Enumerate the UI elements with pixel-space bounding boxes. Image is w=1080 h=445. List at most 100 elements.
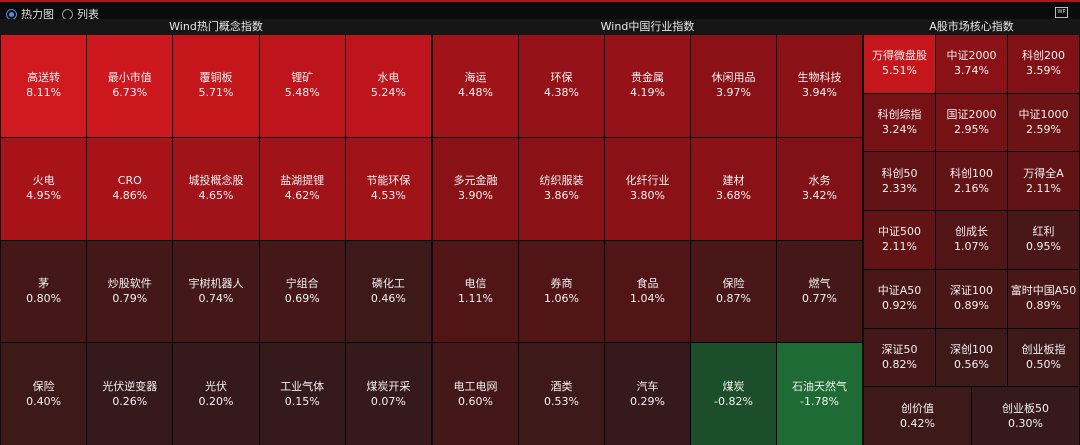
heatmap-tile[interactable]: 光伏 0.20%: [173, 343, 259, 445]
heatmap-tile[interactable]: 深证50 0.82%: [864, 328, 935, 387]
tile-name: 最小市值: [107, 71, 152, 85]
heatmap-tile[interactable]: 富时中国A50 0.89%: [1008, 269, 1079, 328]
heatmap-tile[interactable]: 水电 5.24%: [345, 35, 431, 137]
heatmap-tile[interactable]: 深证100 0.89%: [936, 269, 1007, 328]
heatmap-tile[interactable]: 国证2000 2.95%: [936, 93, 1007, 152]
tile-change-percent: 0.20%: [198, 394, 234, 408]
heatmap-tile[interactable]: 酒类 0.53%: [519, 343, 604, 445]
heatmap-tile[interactable]: 创业板指 0.50%: [1008, 328, 1079, 387]
tile-name: 深创100: [950, 342, 993, 356]
heatmap-tile[interactable]: 券商 1.06%: [519, 240, 604, 343]
heatmap-tile[interactable]: 休闲用品 3.97%: [691, 35, 776, 137]
tile-name: 茅: [38, 276, 50, 290]
tile-change-percent: 0.80%: [26, 291, 62, 305]
heatmap-tile[interactable]: 生物科技 3.94%: [777, 35, 862, 137]
heatmap-tile[interactable]: 中证500 2.11%: [864, 211, 935, 269]
tile-name: 万得微盘股: [872, 49, 927, 63]
heatmap-tile[interactable]: 保险 0.87%: [691, 240, 776, 343]
heatmap-tile[interactable]: 茅 0.80%: [1, 240, 87, 343]
heatmap-tile[interactable]: 光伏逆变器 0.26%: [87, 343, 173, 445]
heatmap-view-radio[interactable]: 热力图: [6, 6, 54, 22]
tile-change-percent: 4.62%: [284, 189, 320, 203]
tile-change-percent: -0.82%: [714, 394, 753, 408]
heatmap-tile[interactable]: 科创综指 3.24%: [864, 93, 935, 152]
heatmap-tile[interactable]: 宁组合 0.69%: [259, 240, 345, 343]
heatmap-tile[interactable]: 电信 1.11%: [433, 240, 518, 343]
tile-name: 水务: [808, 174, 831, 188]
heatmap-tile[interactable]: 建材 3.68%: [691, 137, 776, 240]
wps-export-icon[interactable]: WP: [1055, 7, 1068, 18]
heatmap-tile[interactable]: 电工电网 0.60%: [433, 343, 518, 445]
heatmap-tile[interactable]: 创业板50 0.30%: [972, 387, 1079, 445]
heatmap-grid: 高送转 8.11% 最小市值 6.73% 覆铜板 5.71% 锂矿 5.48% 水电 5.24% 火…: [1, 35, 431, 445]
heatmap-tile[interactable]: 环保 4.38%: [519, 35, 604, 137]
tile-change-percent: 2.33%: [882, 181, 917, 195]
heatmap-tile[interactable]: 水务 3.42%: [777, 137, 862, 240]
tile-name: 创业板50: [1002, 401, 1049, 415]
heatmap-tile[interactable]: 煤炭 -0.82%: [691, 343, 776, 445]
heatmap-tile[interactable]: 食品 1.04%: [605, 240, 690, 343]
heatmap-tile[interactable]: 科创200 3.59%: [1008, 35, 1079, 93]
tile-name: 覆铜板: [199, 71, 233, 85]
hot-concept-index-panel: Wind热门概念指数 高送转 8.11% 最小市值 6.73% 覆铜板 5.71% 锂矿 5.…: [0, 19, 432, 445]
tile-name: 富时中国A50: [1010, 284, 1077, 298]
tile-name: 科创200: [1022, 49, 1065, 63]
tile-change-percent: 8.11%: [26, 86, 62, 100]
tile-name: 宁组合: [285, 276, 319, 290]
heatmap-tile[interactable]: 燃气 0.77%: [777, 240, 862, 343]
heatmap-tile[interactable]: 贵金属 4.19%: [605, 35, 690, 137]
tile-name: 光伏: [204, 379, 227, 393]
heatmap-tile[interactable]: 城投概念股 4.65%: [173, 137, 259, 240]
heatmap-tile[interactable]: 盐湖提锂 4.62%: [259, 137, 345, 240]
heatmap-tile[interactable]: 海运 4.48%: [433, 35, 518, 137]
heatmap-tile[interactable]: 多元金融 3.90%: [433, 137, 518, 240]
section-title: Wind热门概念指数: [0, 19, 432, 35]
heatmap-tile[interactable]: 科创50 2.33%: [864, 152, 935, 211]
heatmap-tile[interactable]: 磷化工 0.46%: [345, 240, 431, 343]
tile-name: 贵金属: [631, 71, 664, 85]
tile-name: 火电: [32, 174, 55, 188]
heatmap-tile[interactable]: 化纤行业 3.80%: [605, 137, 690, 240]
tile-change-percent: 4.19%: [630, 86, 665, 100]
heatmap-tile[interactable]: 节能环保 4.53%: [345, 137, 431, 240]
heatmap-tile[interactable]: 创成长 1.07%: [936, 211, 1007, 269]
heatmap-tile[interactable]: 中证2000 3.74%: [936, 35, 1007, 93]
heatmap-tile[interactable]: 创价值 0.42%: [864, 387, 971, 445]
heatmap-tile[interactable]: 最小市值 6.73%: [87, 35, 173, 137]
tile-name: 磷化工: [371, 276, 405, 290]
tile-name: 酒类: [550, 379, 573, 393]
heatmap-tile[interactable]: 石油天然气 -1.78%: [777, 343, 862, 445]
tile-name: 中证500: [878, 225, 921, 239]
heatmap-tile[interactable]: 火电 4.95%: [1, 137, 87, 240]
heatmap-tile[interactable]: 中证A50 0.92%: [864, 269, 935, 328]
tile-name: 煤炭: [722, 379, 745, 393]
heatmap-tile[interactable]: 万得全A 2.11%: [1008, 152, 1079, 211]
heatmap-tile[interactable]: 煤炭开采 0.07%: [345, 343, 431, 445]
tile-name: 多元金融: [453, 174, 498, 188]
tile-name: 休闲用品: [711, 71, 756, 85]
heatmap-tile[interactable]: 炒股软件 0.79%: [87, 240, 173, 343]
tile-name: 纺织服装: [539, 174, 584, 188]
heatmap-tile[interactable]: 保险 0.40%: [1, 343, 87, 445]
tile-change-percent: 3.86%: [544, 189, 579, 203]
tile-change-percent: 0.74%: [198, 291, 234, 305]
heatmap-tile[interactable]: 宇树机器人 0.74%: [173, 240, 259, 343]
heatmap-tile[interactable]: 中证1000 2.59%: [1008, 93, 1079, 152]
heatmap-tile[interactable]: 红利 0.95%: [1008, 211, 1079, 269]
heatmap-tile[interactable]: 科创100 2.16%: [936, 152, 1007, 211]
tile-change-percent: 1.04%: [630, 291, 665, 305]
tile-change-percent: 0.60%: [458, 394, 493, 408]
heatmap-tile[interactable]: 深创100 0.56%: [936, 328, 1007, 387]
tile-name: 中证2000: [946, 49, 997, 63]
heatmap-tile[interactable]: 高送转 8.11%: [1, 35, 87, 137]
heatmap-tile[interactable]: 锂矿 5.48%: [259, 35, 345, 137]
heatmap-tile[interactable]: 万得微盘股 5.51%: [864, 35, 935, 93]
heatmap-tile[interactable]: 汽车 0.29%: [605, 343, 690, 445]
tile-change-percent: 5.71%: [198, 86, 234, 100]
heatmap-tile[interactable]: 覆铜板 5.71%: [173, 35, 259, 137]
heatmap-tile[interactable]: 纺织服装 3.86%: [519, 137, 604, 240]
heatmap-tile[interactable]: 工业气体 0.15%: [259, 343, 345, 445]
tile-change-percent: 3.74%: [954, 64, 989, 78]
heatmap-tile[interactable]: CRO 4.86%: [87, 137, 173, 240]
tile-name: 科创综指: [877, 108, 922, 122]
